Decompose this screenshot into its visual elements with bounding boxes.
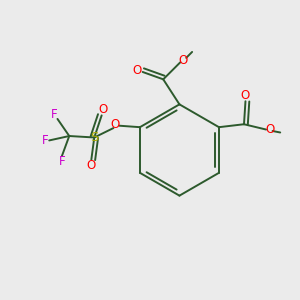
Text: F: F: [51, 108, 58, 121]
Text: O: O: [87, 159, 96, 172]
Text: O: O: [111, 118, 120, 131]
Text: O: O: [265, 123, 274, 136]
Text: O: O: [241, 89, 250, 103]
Text: O: O: [133, 64, 142, 77]
Text: S: S: [90, 131, 98, 144]
Text: O: O: [178, 54, 188, 67]
Text: F: F: [58, 155, 65, 168]
Text: O: O: [98, 103, 108, 116]
Text: F: F: [42, 134, 48, 147]
